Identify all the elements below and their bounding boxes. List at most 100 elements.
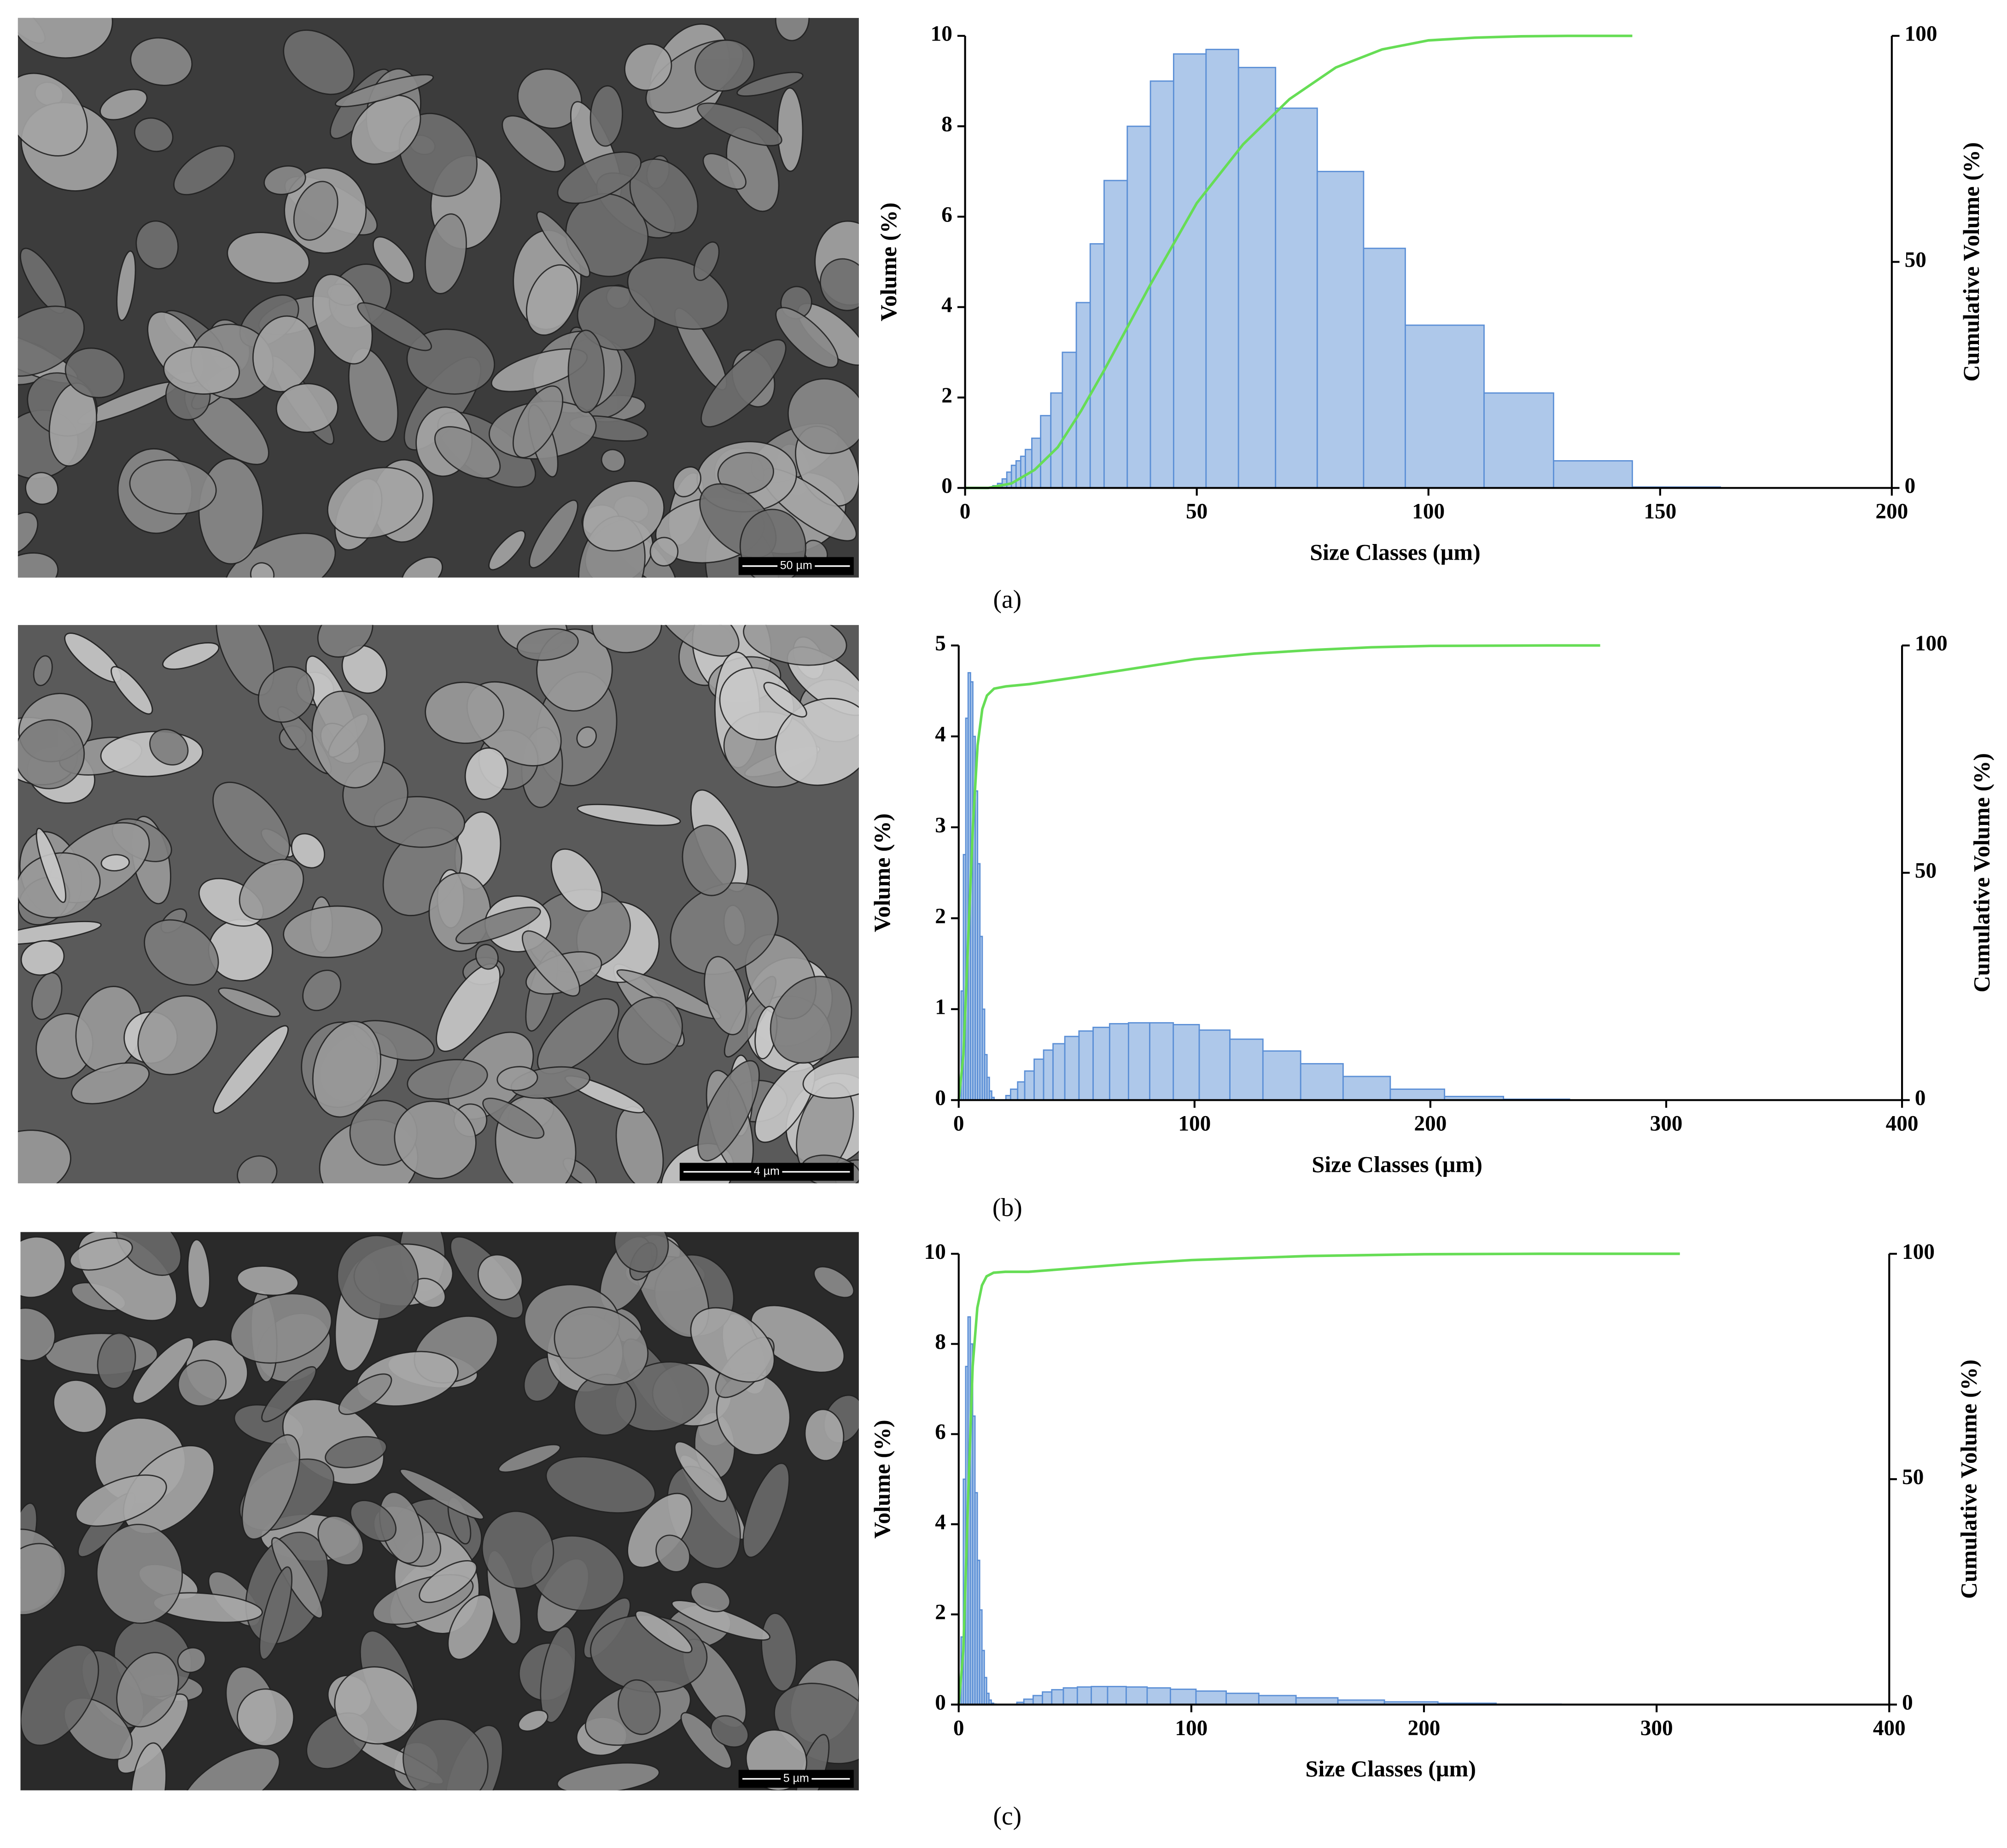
particle xyxy=(18,72,88,157)
particle xyxy=(475,944,499,970)
particle xyxy=(283,29,355,95)
particle xyxy=(236,1265,299,1296)
particle xyxy=(239,859,304,920)
particle xyxy=(35,828,67,903)
particle xyxy=(337,1234,419,1320)
bar xyxy=(1195,1690,1227,1705)
scale-bar-label: 5 µm xyxy=(783,1772,809,1784)
y-tick-label: 0 xyxy=(941,474,952,498)
particle xyxy=(293,181,338,241)
particle xyxy=(257,666,315,723)
y2-tick-label: 100 xyxy=(1905,22,1937,46)
particle xyxy=(488,530,526,571)
bar xyxy=(1051,1689,1064,1705)
x-tick-label: 0 xyxy=(960,500,971,524)
particle xyxy=(577,803,681,826)
bar xyxy=(1109,1023,1129,1101)
bar xyxy=(1262,1050,1301,1101)
image-content xyxy=(20,1232,859,1790)
particle xyxy=(97,1332,136,1389)
y2-tick-label: 50 xyxy=(1902,1465,1924,1489)
y-tick-label: 0 xyxy=(935,1086,946,1110)
particle xyxy=(540,1626,577,1724)
bar xyxy=(1062,351,1077,489)
y-tick-label: 3 xyxy=(935,813,946,837)
sem-image: 5 µm xyxy=(20,1232,859,1790)
particle xyxy=(53,1379,107,1433)
particle xyxy=(614,1232,669,1273)
particle xyxy=(672,466,701,497)
particle xyxy=(338,1373,392,1415)
y2-tick-label: 100 xyxy=(1915,632,1948,655)
bar xyxy=(1275,107,1318,489)
scale-bar-label-bg xyxy=(777,559,815,572)
bar xyxy=(1033,1059,1044,1101)
y-tick-label: 6 xyxy=(935,1420,946,1444)
y-tick-label: 2 xyxy=(935,904,946,928)
particle xyxy=(447,1594,495,1660)
particle xyxy=(134,117,174,152)
particle xyxy=(64,347,125,398)
particle xyxy=(702,153,747,190)
particle xyxy=(130,1742,167,1790)
y-tick-label: 4 xyxy=(935,1510,946,1534)
particle xyxy=(357,302,432,351)
particle xyxy=(743,625,847,666)
particle xyxy=(477,1254,523,1301)
particle xyxy=(804,1409,845,1462)
particle xyxy=(135,220,179,269)
particle xyxy=(502,115,566,173)
particle xyxy=(149,729,189,766)
particle xyxy=(261,1366,317,1422)
particle xyxy=(425,213,467,294)
particle xyxy=(693,241,720,281)
particle xyxy=(116,1652,179,1728)
bar xyxy=(1043,1049,1054,1101)
particle xyxy=(20,1543,66,1616)
particle xyxy=(582,480,665,552)
particle xyxy=(777,87,804,172)
particle xyxy=(690,1581,731,1613)
x-tick-label: 400 xyxy=(1886,1112,1919,1136)
particle xyxy=(763,682,807,718)
panel-label: (a) xyxy=(993,585,1021,614)
particle xyxy=(649,537,679,567)
particle xyxy=(589,85,623,147)
bar xyxy=(1205,48,1239,489)
particle xyxy=(557,151,642,204)
particle xyxy=(18,552,59,578)
bar xyxy=(1040,415,1052,489)
particle xyxy=(761,1613,797,1692)
particle xyxy=(742,1462,790,1558)
particle xyxy=(18,719,85,789)
bar xyxy=(1173,53,1207,489)
particle xyxy=(181,1747,280,1790)
particle xyxy=(516,628,579,661)
particle xyxy=(350,1500,397,1542)
particle xyxy=(525,264,578,336)
particle xyxy=(212,1025,289,1114)
bar xyxy=(1405,324,1485,489)
bar xyxy=(1225,1692,1260,1705)
particle xyxy=(434,426,501,479)
particle xyxy=(18,18,113,59)
cumulative-line xyxy=(957,644,1600,1100)
bar xyxy=(1031,437,1042,489)
x-tick-label: 200 xyxy=(1875,500,1908,524)
particle xyxy=(129,459,217,515)
scale-bar-label: 4 µm xyxy=(754,1165,780,1178)
sem-image: 50 µm xyxy=(18,18,859,578)
particle xyxy=(20,1236,66,1298)
image-content xyxy=(18,18,859,578)
y-tick-label: 6 xyxy=(941,203,952,227)
bar xyxy=(1483,392,1554,489)
particle xyxy=(567,329,605,413)
particle xyxy=(601,449,626,472)
bar xyxy=(1062,1687,1078,1705)
bar xyxy=(1032,1695,1043,1705)
y-tick-label: 2 xyxy=(935,1601,946,1625)
particle xyxy=(327,467,424,539)
particle xyxy=(20,940,65,976)
x-tick-label: 0 xyxy=(953,1716,964,1740)
